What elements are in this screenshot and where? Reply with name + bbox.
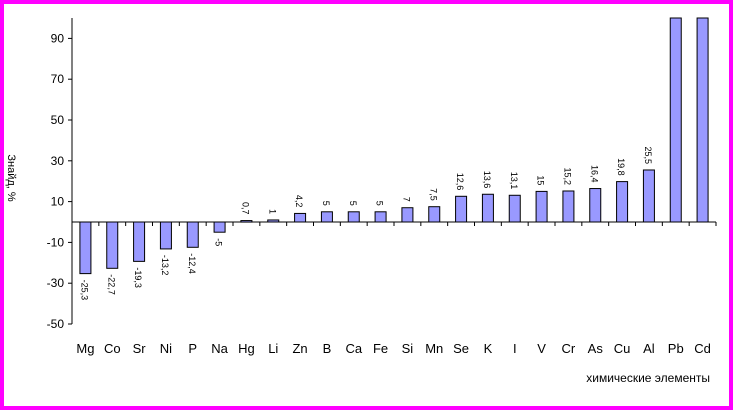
x-category-label: Cr [562,341,576,356]
x-category-label: B [323,341,332,356]
x-category-label: Sr [133,341,147,356]
bar-sr [133,221,146,262]
y-tick-label: 90 [51,31,65,45]
x-category-label: Li [268,341,278,356]
data-label: 13,6 [482,171,492,189]
bar-b [320,211,333,223]
x-category-label: I [513,341,517,356]
x-axis: Mg Co Sr Ni P Na Hg Li Zn B Ca Fe Si Mn Se K I V Cr As Cu Al P… [71,221,717,356]
bar-li [267,219,280,223]
data-label: 16,4 [589,165,599,183]
bar-si [401,207,414,223]
x-category-label: Si [402,341,414,356]
y-tick-label: 10 [51,195,65,209]
y-axis: 90 70 50 30 10 -10 -30 -50 [47,18,73,331]
data-label: -5 [214,238,224,246]
bar-as [589,188,602,223]
x-category-label: Fe [373,341,388,356]
bar-cd [696,17,709,223]
x-category-label: Pb [668,341,684,356]
bar-cr [562,190,575,223]
y-tick-label: 70 [51,72,65,86]
x-category-label: K [484,341,493,356]
x-category-label: Ca [345,341,362,356]
data-label: 7 [401,197,411,202]
bar-k [481,193,494,223]
bar-v [535,190,548,223]
bar-co [106,221,119,269]
bar-ni [159,221,172,250]
bar-i [508,194,521,223]
data-label: -19,3 [133,267,143,288]
bar-zn [294,212,307,223]
bar-pb [669,17,682,223]
data-label: 4,2 [294,195,304,208]
x-category-label: Mg [76,341,94,356]
x-category-label: P [188,341,197,356]
bar-na [213,221,226,233]
data-label: 12,6 [455,173,465,191]
data-label: -13,2 [160,255,170,276]
data-label: 7,5 [428,188,438,201]
x-axis-title: химические элементы [586,371,710,385]
data-label: 0,7 [240,202,250,215]
data-label: -22,7 [106,274,116,295]
data-label: 5 [375,201,385,206]
data-label: 25,5 [643,146,653,164]
bar-mn [428,206,441,223]
y-axis-title: Знайд, % [5,154,17,202]
data-labels: -25,3 -22,7 -19,3 -13,2 -12,4 -5 0,7 1 4,2 5 5 5 7 7,… [79,146,653,300]
x-category-label: Al [643,341,655,356]
x-category-label: Mn [425,341,443,356]
x-category-label: Co [104,341,121,356]
y-tick-label: -50 [47,317,65,331]
y-tick-label: 50 [51,113,65,127]
bar-al [642,169,655,223]
y-tick-label: -10 [47,235,65,249]
y-tick-label: -30 [47,276,65,290]
x-category-label: Se [453,341,469,356]
bar-hg [240,220,253,223]
data-label: 5 [348,201,358,206]
bar-mg [79,221,92,275]
x-category-label: As [588,341,604,356]
data-label: 1 [267,209,277,214]
x-category-label: Na [211,341,228,356]
data-label: 15 [536,175,546,185]
bar-cu [616,181,629,223]
data-label: 15,2 [562,167,572,185]
data-label: 5 [321,201,331,206]
bar-ca [347,211,360,223]
x-category-label: Ni [160,341,172,356]
bar-se [455,195,468,223]
x-category-label: Cu [614,341,631,356]
bar-p [186,221,199,248]
x-category-label: Hg [238,341,255,356]
x-category-label: V [537,341,546,356]
bars [79,17,709,275]
data-label: -25,3 [79,280,89,301]
x-category-label: Cd [694,341,711,356]
data-label: 13,1 [509,172,519,190]
data-label: -12,4 [187,253,197,274]
x-category-label: Zn [292,341,307,356]
data-label: 19,8 [616,158,626,176]
bar-fe [374,211,387,223]
y-tick-label: 30 [51,154,65,168]
